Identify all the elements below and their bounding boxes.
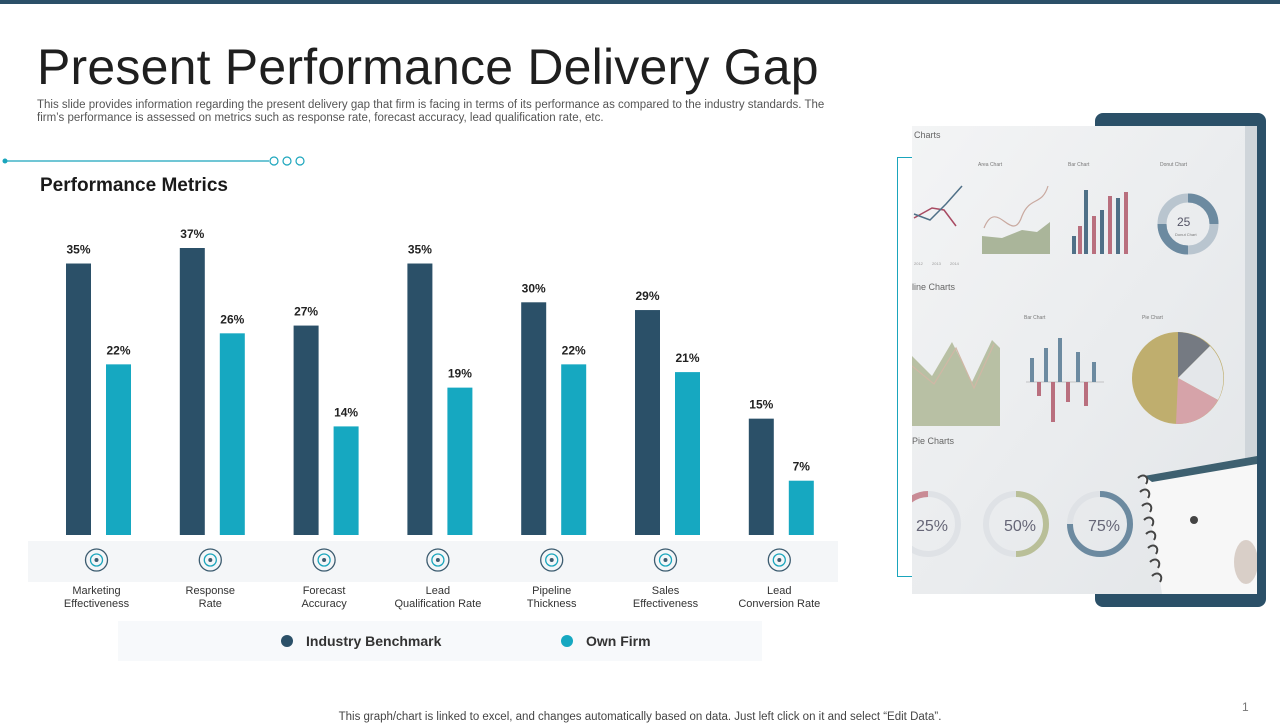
bar-own-firm-lead-conversion-rate [788, 480, 814, 535]
data-label-industry-benchmark-sales-effectiveness: 29% [635, 289, 659, 303]
photo-donut-label: Donut Chart [1175, 232, 1197, 237]
category-label-lead-conversion-rate-line-1: Lead [767, 585, 791, 597]
photo-gauge-2: 75% [1088, 518, 1120, 535]
data-label-industry-benchmark-forecast-accuracy: 27% [294, 305, 318, 319]
bar-industry-benchmark-sales-effectiveness [635, 310, 660, 535]
category-label-pipeline-thickness-line-2: Thickness [527, 598, 577, 610]
bar-own-firm-sales-effectiveness [675, 372, 700, 535]
photo-label-1: Area Chart [978, 162, 1003, 168]
category-label-lead-conversion-rate-line-2: Conversion Rate [738, 598, 820, 610]
category-label-lead-qualification-rate-line-2: Qualification Rate [394, 598, 481, 610]
category-label-sales-effectiveness-line-2: Effectiveness [633, 598, 699, 610]
data-label-own-firm-lead-conversion-rate: 7% [793, 460, 811, 474]
legend-swatch-industry-benchmark [281, 635, 293, 647]
rating-stars-icon [198, 548, 222, 572]
photo-label-3: Donut Chart [1160, 162, 1188, 168]
legend-item-industry-benchmark: Industry Benchmark [281, 633, 441, 649]
photo-year-1: 2013 [932, 261, 942, 266]
photo-label-6: Pie Chart [1142, 315, 1163, 321]
data-label-own-firm-marketing-effectiveness: 22% [106, 343, 130, 357]
page-number: 1 [1242, 700, 1249, 714]
data-label-industry-benchmark-pipeline-thickness: 30% [522, 281, 546, 295]
photo-label-4: line Charts [912, 282, 956, 292]
photo-year-2: 2014 [950, 261, 960, 266]
data-label-own-firm-forecast-accuracy: 14% [334, 405, 358, 419]
slide-subtitle: This slide provides information regardin… [37, 99, 825, 124]
bar-own-firm-forecast-accuracy [333, 426, 359, 535]
data-label-industry-benchmark-lead-conversion-rate: 15% [749, 398, 773, 412]
chart-title: Performance Metrics [40, 175, 228, 196]
data-label-own-firm-pipeline-thickness: 22% [562, 343, 586, 357]
funnel-icon [767, 548, 791, 572]
photo-label-7: Pie Charts [912, 436, 955, 446]
target-icon [84, 548, 109, 572]
data-label-industry-benchmark-marketing-effectiveness: 35% [66, 243, 90, 257]
bar-chart: 35%22%MarketingEffectiveness37%26%Respon… [64, 227, 820, 610]
charts-photo: Charts Area Chart Bar Chart Donut Chart … [912, 126, 1257, 594]
photo-gauge-1: 50% [1004, 518, 1036, 535]
decorative-line [2, 156, 305, 166]
bar-industry-benchmark-marketing-effectiveness [66, 263, 91, 535]
photo-year-0: 2012 [914, 261, 924, 266]
legend-item-own-firm: Own Firm [561, 633, 651, 649]
data-label-own-firm-lead-qualification-rate: 19% [448, 367, 472, 381]
photo-label-2: Bar Chart [1068, 162, 1090, 168]
photo-donut-value: 25 [1177, 215, 1191, 229]
bar-industry-benchmark-lead-conversion-rate [748, 418, 774, 535]
category-label-response-rate-line-2: Rate [199, 598, 222, 610]
category-icon-strip [28, 541, 838, 582]
pipeline-icon [540, 548, 564, 572]
data-label-own-firm-response-rate: 26% [220, 312, 244, 326]
category-label-forecast-accuracy-line-2: Accuracy [301, 598, 347, 610]
legend-swatch-own-firm [561, 635, 573, 647]
category-label-sales-effectiveness-line-1: Sales [652, 585, 680, 597]
data-label-industry-benchmark-lead-qualification-rate: 35% [408, 243, 432, 257]
bar-industry-benchmark-pipeline-thickness [521, 302, 547, 535]
bar-own-firm-marketing-effectiveness [106, 364, 131, 535]
slide-title: Present Performance Delivery Gap [37, 39, 819, 95]
bar-own-firm-pipeline-thickness [561, 364, 587, 535]
legend-label-own-firm: Own Firm [586, 633, 651, 649]
bar-industry-benchmark-response-rate [179, 248, 205, 535]
bar-industry-benchmark-lead-qualification-rate [407, 263, 433, 535]
bar-industry-benchmark-forecast-accuracy [293, 325, 319, 535]
monitor-dashboard-icon [426, 548, 450, 572]
top-accent-bar [0, 0, 1280, 4]
photo-accent-bracket [897, 157, 912, 577]
bar-own-firm-response-rate [219, 333, 245, 535]
photo-label-0: Charts [914, 130, 941, 140]
legend-panel [118, 621, 762, 661]
category-label-lead-qualification-rate-line-1: Lead [426, 585, 450, 597]
category-label-forecast-accuracy-line-1: Forecast [303, 585, 346, 597]
legend-label-industry-benchmark: Industry Benchmark [306, 633, 442, 649]
photo-gauge-0: 25% [916, 518, 948, 535]
bar-own-firm-lead-qualification-rate [447, 387, 473, 535]
gear-icon [653, 548, 678, 572]
category-label-marketing-effectiveness-line-1: Marketing [72, 585, 120, 597]
category-label-marketing-effectiveness-line-2: Effectiveness [64, 598, 130, 610]
data-label-industry-benchmark-response-rate: 37% [180, 227, 204, 241]
forecast-icon [312, 548, 336, 572]
category-label-pipeline-thickness-line-1: Pipeline [532, 585, 571, 597]
footer-note: This graph/chart is linked to excel, and… [338, 710, 942, 723]
category-label-response-rate-line-1: Response [186, 585, 236, 597]
photo-label-5: Bar Chart [1024, 315, 1046, 321]
data-label-own-firm-sales-effectiveness: 21% [675, 351, 699, 365]
